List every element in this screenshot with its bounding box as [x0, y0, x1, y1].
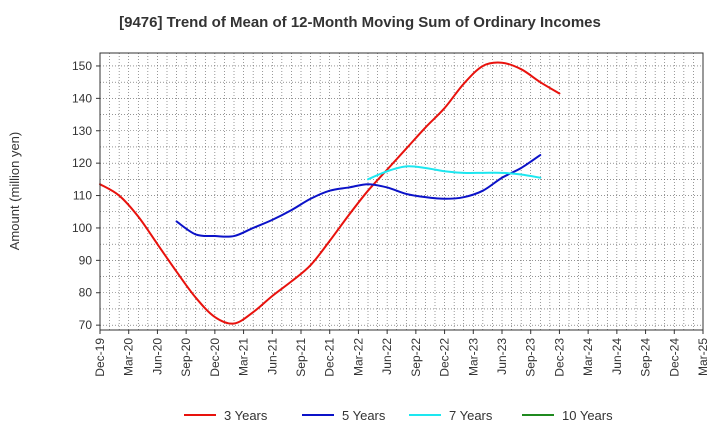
y-tick-label: 120 [72, 156, 92, 170]
grid-layer [100, 53, 703, 330]
x-tick-label: Mar-23 [466, 338, 480, 376]
x-tick-label: Dec-21 [323, 338, 337, 377]
x-tick-label: Mar-24 [581, 338, 595, 376]
y-axis: 70 80 90 100 110 120 130 140 150 [72, 59, 100, 332]
x-tick-label: Jun-23 [495, 338, 509, 375]
x-tick-label: Mar-21 [237, 338, 251, 376]
legend-label-10-years: 10 Years [562, 408, 613, 423]
x-tick-label: Sep-24 [639, 338, 653, 377]
series-layer [99, 61, 561, 325]
legend: 3 Years 5 Years 7 Years 10 Years [184, 408, 613, 423]
x-tick-label: Jun-21 [265, 338, 279, 375]
x-tick-label: Sep-22 [409, 338, 423, 377]
y-axis-title: Amount (million yen) [7, 132, 22, 251]
x-tick-label: Dec-20 [208, 338, 222, 377]
legend-label-3-years: 3 Years [224, 408, 268, 423]
x-tick-label: Mar-20 [122, 338, 136, 376]
y-tick-label: 130 [72, 124, 92, 138]
x-tick-label: Jun-20 [150, 338, 164, 375]
x-tick-label: Jun-22 [380, 338, 394, 375]
chart-title: [9476] Trend of Mean of 12-Month Moving … [119, 14, 601, 31]
y-tick-label: 70 [79, 318, 93, 332]
x-tick-label: Sep-23 [524, 338, 538, 377]
y-tick-label: 90 [79, 253, 93, 267]
x-tick-label: Dec-23 [552, 338, 566, 377]
x-tick-label: Sep-21 [294, 338, 308, 377]
x-tick-label: Dec-22 [438, 338, 452, 377]
x-tick-label: Dec-24 [667, 338, 681, 377]
y-tick-label: 80 [79, 286, 93, 300]
x-tick-label: Sep-20 [179, 338, 193, 377]
legend-label-7-years: 7 Years [449, 408, 493, 423]
series-line-7-years [367, 165, 542, 181]
series-line-5-years [175, 154, 542, 238]
y-tick-label: 150 [72, 59, 92, 73]
series-line-3-years [99, 61, 561, 325]
y-tick-label: 140 [72, 91, 92, 105]
x-axis: Dec-19 Mar-20 Jun-20 Sep-20 Dec-20 Mar-21 Jun-… [93, 330, 710, 377]
x-tick-label: Jun-24 [610, 338, 624, 375]
y-tick-label: 110 [73, 189, 92, 203]
y-tick-label: 100 [72, 221, 92, 235]
legend-label-5-years: 5 Years [342, 408, 386, 423]
plot-frame [99, 52, 704, 331]
x-tick-label: Dec-19 [93, 338, 107, 377]
x-tick-label: Mar-25 [696, 338, 710, 376]
x-tick-label: Mar-22 [351, 338, 365, 376]
